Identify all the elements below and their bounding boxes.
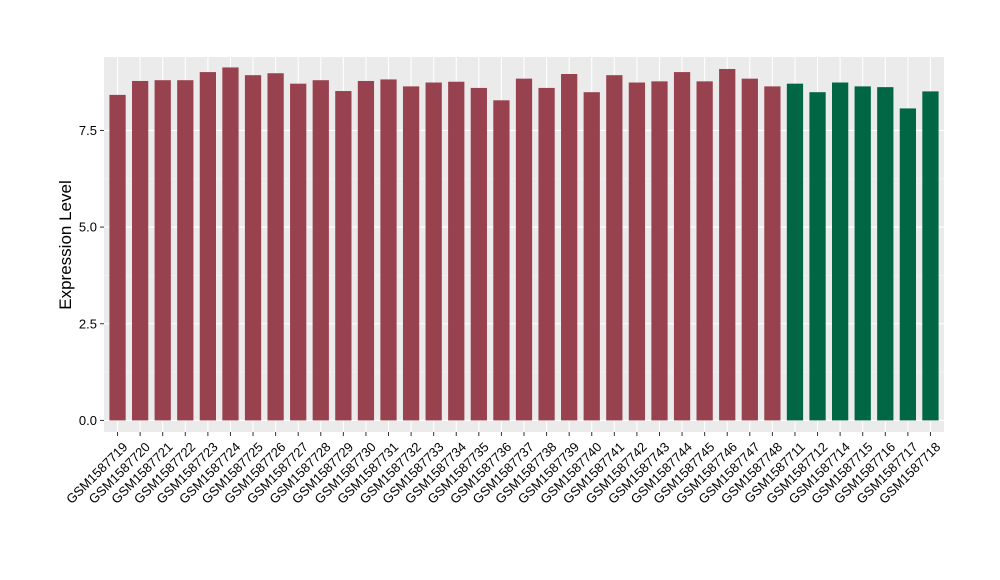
bar — [561, 74, 578, 421]
bar — [177, 80, 194, 421]
bar — [244, 75, 262, 421]
bar — [380, 79, 397, 421]
y-tick-label: 0.0 — [79, 413, 97, 428]
bar — [832, 82, 849, 421]
bar — [786, 83, 804, 421]
bars — [109, 67, 939, 421]
bar — [357, 80, 375, 421]
bar — [402, 86, 420, 421]
bar — [312, 80, 329, 421]
bar — [696, 81, 713, 421]
bar — [290, 83, 307, 421]
bar — [719, 68, 736, 421]
bar — [222, 67, 239, 421]
bar — [628, 82, 646, 421]
bar — [606, 75, 623, 421]
bar — [132, 80, 149, 421]
y-tick-label: 7.5 — [79, 123, 97, 138]
y-tick-label: 5.0 — [79, 220, 97, 235]
x-axis: GSM1587719GSM1587720GSM1587721GSM1587722… — [63, 432, 943, 507]
bar — [583, 92, 600, 421]
bar — [673, 72, 691, 421]
bar — [854, 86, 871, 421]
bar — [109, 94, 126, 421]
bar — [651, 81, 668, 421]
bar — [154, 80, 171, 421]
bar — [899, 108, 916, 421]
bar — [538, 87, 555, 421]
bar — [741, 78, 758, 421]
bar — [764, 86, 781, 421]
bar — [493, 100, 510, 421]
bar — [922, 91, 939, 421]
bar — [809, 92, 826, 421]
bar — [425, 82, 442, 421]
y-axis-title: Expression Level — [56, 180, 75, 309]
bar — [877, 87, 894, 421]
bar — [267, 73, 284, 421]
bar — [515, 78, 533, 421]
bar — [448, 81, 465, 421]
bar — [470, 87, 487, 421]
y-tick-label: 2.5 — [79, 316, 97, 331]
bar — [199, 72, 216, 421]
y-axis: 0.0 2.5 5.0 7.5 — [79, 123, 104, 428]
bar — [335, 91, 352, 421]
